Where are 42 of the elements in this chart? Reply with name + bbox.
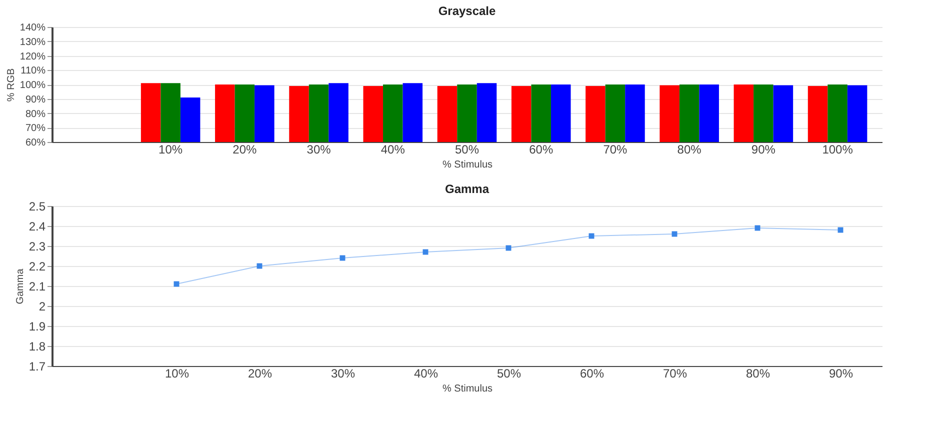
x-axis-title: % Stimulus [442,160,493,170]
y-tick-label: 140% [20,22,46,34]
x-tick-label: 20% [248,366,272,380]
x-tick-label: 90% [751,142,776,156]
x-tick-label: 100% [822,142,854,156]
y-tick-label: 90% [25,94,46,106]
x-tick-label: 80% [746,366,770,380]
y-tick-label: 1.9 [28,320,46,334]
x-tick-label: 20% [232,142,258,156]
y-tick-label: 2.2 [28,260,46,274]
y-tick-label: 100% [20,80,46,91]
chart-title: Gamma [444,182,490,196]
x-tick-label: 80% [677,142,702,156]
x-tick-label: 90% [828,366,854,380]
y-tick-label: 2.3 [28,240,46,254]
y-tick-label: 2.1 [28,280,46,294]
x-tick-label: 30% [330,366,356,380]
chart-title: Grayscale [438,4,496,18]
x-tick-label: 30% [306,142,332,156]
x-tick-label: 50% [496,366,522,380]
x-tick-label: 70% [662,366,688,380]
y-tick-label: 80% [25,108,46,120]
x-tick-label: 10% [164,366,190,380]
x-tick-label: 10% [158,142,183,156]
x-tick-label: 40% [380,142,406,156]
y-tick-label: 2.5 [28,200,46,214]
y-tick-label: 1.8 [28,340,46,354]
x-axis-title: % Stimulus [442,384,493,394]
y-tick-label: 70% [25,123,46,134]
y-tick-label: 1.7 [28,360,46,374]
x-tick-label: 70% [603,142,628,156]
x-tick-label: 40% [414,366,438,380]
y-axis-title: % RGB [6,68,17,102]
y-tick-label: 2 [38,300,46,314]
x-tick-label: 60% [580,366,604,380]
x-tick-label: 60% [529,142,554,156]
x-tick-label: 50% [454,142,480,156]
y-tick-label: 110% [20,66,46,77]
y-tick-label: 130% [20,36,46,48]
y-tick-label: 120% [20,51,46,62]
y-axis-title: Gamma [14,268,26,304]
y-tick-label: 2.4 [28,220,46,234]
